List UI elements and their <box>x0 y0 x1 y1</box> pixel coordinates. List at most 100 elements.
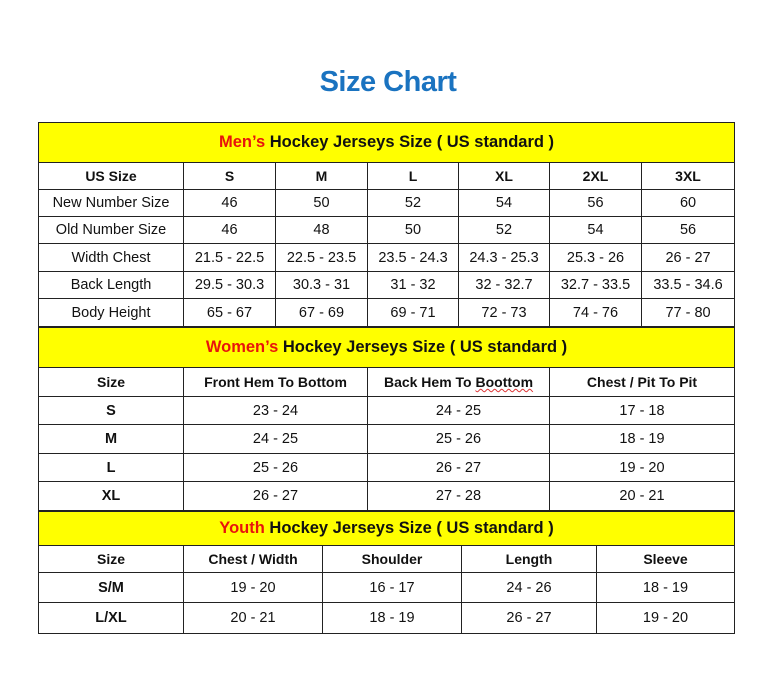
table-row: S 23 - 24 24 - 25 17 - 18 <box>38 396 736 425</box>
table-cell: 32.7 - 33.5 <box>549 271 642 299</box>
table-cell: 48 <box>275 216 368 244</box>
table-cell: 26 - 27 <box>640 243 736 272</box>
table-row: Width Chest 21.5 - 22.5 22.5 - 23.5 23.5 - … <box>38 243 736 272</box>
column-header: 2XL <box>549 162 642 190</box>
column-header: Chest / Pit To Pit <box>548 367 736 397</box>
column-header-label: Length <box>505 551 553 567</box>
table-cell: 21.5 - 22.5 <box>183 243 276 272</box>
column-header-label: US Size <box>85 168 137 184</box>
table-cell: 23 - 24 <box>183 396 368 425</box>
youth-header-row: Size Chest / Width Shoulder Length Sleeve <box>38 545 736 573</box>
table-cell: 46 <box>183 189 276 217</box>
row-label: L <box>38 453 184 482</box>
table-cell: 31 - 32 <box>367 271 459 299</box>
column-header-label: Back Hem To Boottom <box>383 374 534 390</box>
women-section-heading: Women’s Hockey Jerseys Size ( US standar… <box>37 327 736 368</box>
column-header-label: 2XL <box>582 168 609 184</box>
row-label: S/M <box>38 572 184 603</box>
table-cell: 69 - 71 <box>367 298 459 327</box>
column-header: Shoulder <box>322 545 462 573</box>
row-label: Body Height <box>38 298 184 327</box>
table-row: L 25 - 26 26 - 27 19 - 20 <box>38 453 736 482</box>
column-header: US Size <box>38 162 184 190</box>
table-cell: 17 - 18 <box>548 396 736 425</box>
table-cell: 65 - 67 <box>183 298 276 327</box>
row-label: Back Length <box>38 271 184 299</box>
column-header-label: Size <box>96 551 125 567</box>
row-label: S <box>38 396 184 425</box>
column-header: L <box>367 162 459 190</box>
table-cell: 23.5 - 24.3 <box>367 243 459 272</box>
women-heading-text: Hockey Jerseys Size ( US standard ) <box>278 338 568 356</box>
table-cell: 54 <box>549 216 642 244</box>
table-row: XL 26 - 27 27 - 28 20 - 21 <box>38 481 736 511</box>
table-cell: 22.5 - 23.5 <box>275 243 368 272</box>
table-cell: 26 - 27 <box>367 453 550 482</box>
table-cell: 24 - 25 <box>183 424 368 454</box>
table-cell: 50 <box>275 189 368 217</box>
column-header-label: Chest / Pit To Pit <box>586 374 698 390</box>
table-cell: 18 - 19 <box>595 572 736 603</box>
table-cell: 52 <box>458 216 550 244</box>
women-header-row: Size Front Hem To Bottom Back Hem To Boott… <box>38 367 736 397</box>
column-header-label: Front Hem To Bottom <box>204 374 347 390</box>
row-label: L/XL <box>38 602 184 634</box>
table-cell: 77 - 80 <box>640 298 736 327</box>
table-cell: 50 <box>367 216 459 244</box>
table-row: S/M 19 - 20 16 - 17 24 - 26 18 - 19 <box>38 572 736 603</box>
table-cell: 29.5 - 30.3 <box>183 271 276 299</box>
men-header-row: US Size S M L XL 2XL 3XL <box>38 162 736 190</box>
column-header: Back Hem To Boottom <box>367 367 550 397</box>
men-heading-text: Hockey Jerseys Size ( US standard ) <box>265 133 555 151</box>
table-cell: 46 <box>183 216 276 244</box>
table-cell: 60 <box>640 189 736 217</box>
row-label: M <box>38 424 184 454</box>
men-band-row: Men’s Hockey Jerseys Size ( US standard … <box>37 122 736 163</box>
spellcheck-word: Boottom <box>475 374 534 390</box>
column-header: Size <box>38 367 184 397</box>
table-cell: 20 - 21 <box>548 481 736 511</box>
youth-heading-highlight: Youth <box>219 519 265 537</box>
youth-band-row: Youth Hockey Jerseys Size ( US standard … <box>37 511 736 546</box>
table-cell: 52 <box>367 189 459 217</box>
table-cell: 30.3 - 31 <box>275 271 368 299</box>
column-header: Chest / Width <box>183 545 323 573</box>
youth-table: Youth Hockey Jerseys Size ( US standard … <box>37 511 736 634</box>
column-header: Front Hem To Bottom <box>183 367 368 397</box>
table-row: L/XL 20 - 21 18 - 19 26 - 27 19 - 20 <box>38 602 736 634</box>
column-header-label: Size <box>96 374 125 390</box>
table-cell: 25.3 - 26 <box>549 243 642 272</box>
table-cell: 26 - 27 <box>183 481 368 511</box>
women-table: Women’s Hockey Jerseys Size ( US standar… <box>37 327 736 511</box>
row-label: Old Number Size <box>38 216 184 244</box>
table-cell: 25 - 26 <box>183 453 368 482</box>
page-title: Size Chart <box>319 66 457 98</box>
men-table: Men’s Hockey Jerseys Size ( US standard … <box>37 122 736 327</box>
table-cell: 32 - 32.7 <box>458 271 550 299</box>
column-header: Length <box>461 545 597 573</box>
column-header-label: L <box>408 168 418 184</box>
size-chart: Men’s Hockey Jerseys Size ( US standard … <box>37 122 736 634</box>
table-cell: 18 - 19 <box>548 424 736 454</box>
row-label: New Number Size <box>38 189 184 217</box>
women-heading-highlight: Women’s <box>205 338 279 356</box>
table-row: Old Number Size 46 48 50 52 54 56 <box>38 216 736 244</box>
column-header: XL <box>458 162 550 190</box>
table-cell: 16 - 17 <box>322 572 462 603</box>
table-cell: 24 - 26 <box>461 572 597 603</box>
column-header: M <box>275 162 368 190</box>
table-cell: 24.3 - 25.3 <box>458 243 550 272</box>
table-cell: 19 - 20 <box>548 453 736 482</box>
table-row: Body Height 65 - 67 67 - 69 69 - 71 72 - 73 7… <box>38 298 736 327</box>
column-header-label: S <box>224 168 235 184</box>
column-header: Sleeve <box>595 545 736 573</box>
men-heading-highlight: Men’s <box>219 133 266 151</box>
column-header-label: XL <box>495 168 513 184</box>
table-cell: 72 - 73 <box>458 298 550 327</box>
table-cell: 33.5 - 34.6 <box>640 271 736 299</box>
table-cell: 24 - 25 <box>367 396 550 425</box>
table-cell: 20 - 21 <box>183 602 323 634</box>
table-cell: 27 - 28 <box>367 481 550 511</box>
column-header-label: Shoulder <box>361 551 423 567</box>
column-header-label: Chest / Width <box>208 551 298 567</box>
